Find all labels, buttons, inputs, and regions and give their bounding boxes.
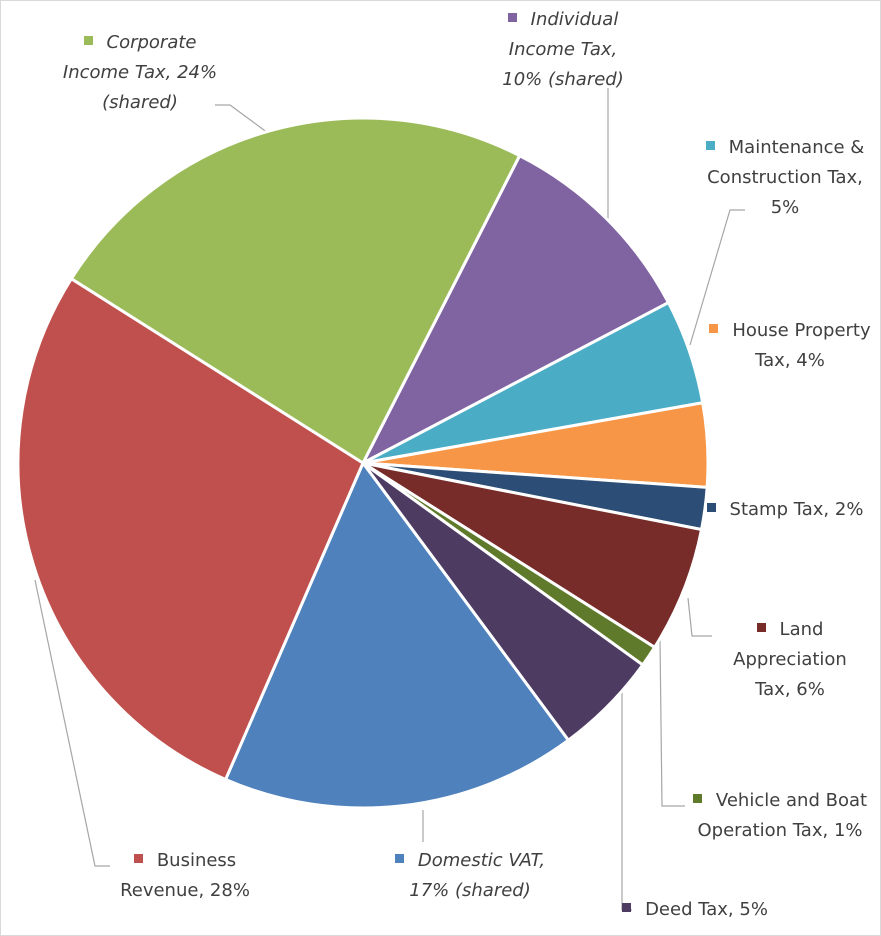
label-value: 5% [770,197,800,218]
label-name: Individual Income Tax, [508,9,619,60]
pie-slice [359,153,671,467]
label-name: Vehicle and Boat Operation Tax, [697,790,868,841]
label-value: 4% [796,350,825,371]
label-value: 1% [833,820,863,841]
label-name: Maintenance & Construction Tax, [707,137,865,188]
legend-marker [507,13,517,22]
legend-marker [709,324,719,333]
data-label: Corporate Income Tax, 24% (shared) [55,28,225,118]
label-value: 17% (shared) [409,880,531,901]
legend-marker [83,36,93,45]
label-name: Domestic VAT, [417,850,546,871]
label-name: House Property Tax, [732,320,871,371]
data-label: Deed Tax, 5% [595,895,795,925]
leader-line [215,104,269,134]
label-name: Deed Tax, [645,899,734,920]
slices [16,116,710,810]
legend-marker [705,141,715,150]
label-value: 5% [739,899,768,920]
leader-line [621,690,632,911]
legend-marker [394,854,404,863]
legend-marker [133,854,143,863]
data-label: Individual Income Tax, 10% (shared) [488,5,638,95]
data-label: Vehicle and Boat Operation Tax, 1% [690,786,870,846]
label-name: Stamp Tax, [729,499,830,520]
pie-slice [69,116,522,466]
legend-marker [692,794,702,803]
label-value: 24% (shared) [102,62,218,113]
pie-slice [362,461,704,650]
label-value: 2% [834,499,864,520]
label-name: Business Revenue, [120,850,237,901]
data-label: Maintenance & Construction Tax, 5% [700,133,870,223]
legend-marker [756,623,766,632]
data-label: Stamp Tax, 2% [695,495,875,525]
label-value: 6% [796,679,825,700]
leader-line [659,639,685,807]
legend-marker [706,503,716,512]
pie-slice [16,276,365,782]
label-name: Corporate Income Tax, [62,32,197,83]
data-label: House Property Tax, 4% [705,316,875,376]
label-value: 28% [209,880,250,901]
label-name: Land Appreciation Tax, [733,619,847,700]
data-label: Domestic VAT, 17% (shared) [380,846,560,906]
leader-line [689,209,745,346]
pie-slice [223,460,571,810]
legend-marker [622,903,632,912]
leader-line [34,579,110,867]
data-label: Land Appreciation Tax, 6% [715,615,865,705]
label-value: 10% (shared) [502,69,624,90]
leader-line [687,597,712,637]
data-label: Business Revenue, 28% [100,846,270,906]
